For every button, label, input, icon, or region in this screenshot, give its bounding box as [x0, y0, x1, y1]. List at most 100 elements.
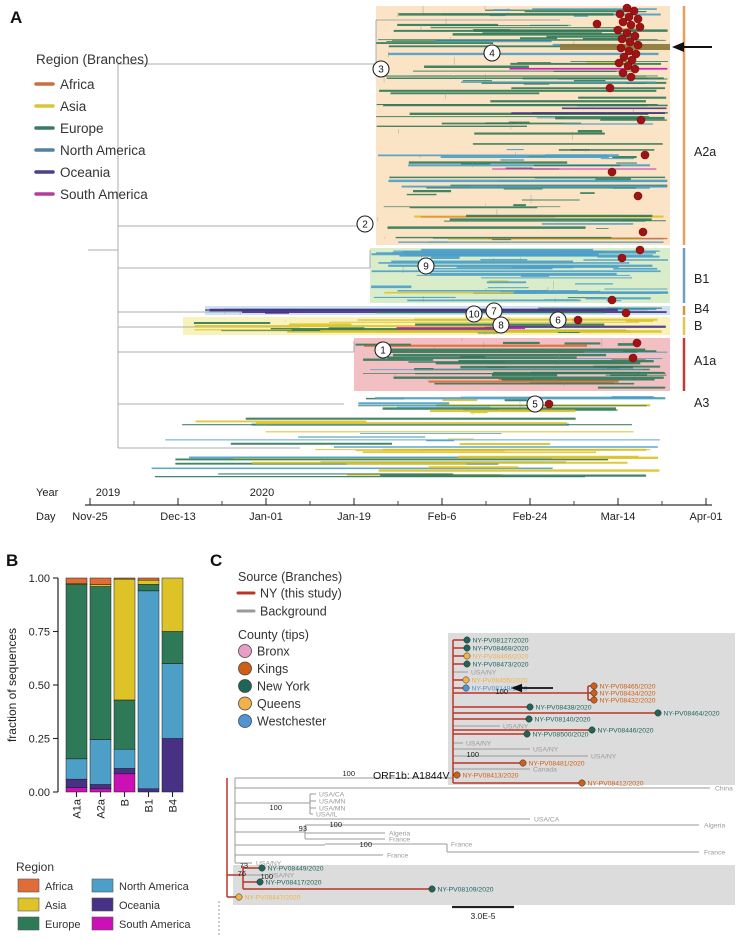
axis-year-label: 2020 [250, 487, 274, 499]
clade-label-B: B [694, 319, 702, 333]
numbered-node-circle [374, 341, 392, 359]
tip-dot-westchester [462, 684, 470, 692]
red-sample-dot [617, 253, 627, 263]
panel-a-letter: A [10, 8, 23, 27]
bootstrap-value: 100 [466, 750, 479, 759]
bootstrap-value: 100 [269, 803, 282, 812]
tree-tip-label: NY-PV08413/2020 [463, 772, 519, 779]
bootstrap-value: 100 [495, 687, 508, 696]
tip-dot-kings [590, 682, 598, 690]
legend-item-label: North America [119, 881, 190, 893]
scale-bar-label: 3.0E-5 [470, 911, 495, 921]
numbered-node-circle [372, 60, 390, 78]
red-sample-dot [573, 315, 583, 325]
x-axis-category-label: A1a [71, 798, 83, 818]
numbered-node-circle [356, 215, 374, 233]
tip-dot-kings [590, 696, 598, 704]
red-sample-dot [624, 12, 634, 22]
tree-tip-label: NY-PV08449/2020 [268, 865, 324, 872]
red-sample-dot [640, 150, 650, 160]
phylogenetic-tree-panel-a: A2a B1 B4 B A1a A3 3 4 2 9 10 78 6 1 5 Nov-25 Dec-13 Jan-… [34, 3, 723, 523]
red-sample-dot [626, 20, 636, 30]
phylogenetic-tree-panel-c: Source (Branches) NY (this study) Backgrou… [218, 570, 735, 937]
tree-tip-label: NY-PV08432/2020 [600, 697, 656, 704]
legend-item-label: Bronx [257, 645, 290, 659]
bootstrap-value: 100 [329, 820, 342, 829]
tip-dot-kings [578, 779, 586, 787]
legend-item-label: Europe [60, 121, 104, 136]
red-sample-dot [638, 227, 648, 237]
tree-tip-label: NY-PV08434/2020 [600, 690, 656, 697]
legend-swatch-bronx [238, 644, 252, 658]
tip-dot-queens [235, 893, 243, 901]
bar-segment-A1a-oceania [65, 778, 88, 788]
red-sample-dot [627, 55, 637, 65]
tree-tip-label: NY-PV08438/2020 [536, 704, 592, 711]
red-sample-dot [615, 9, 625, 19]
tree-tip-label: Algeria [704, 822, 725, 829]
legend-item-label: South America [119, 919, 191, 931]
tip-dot-kings [519, 759, 527, 767]
tip-dot-new-york [526, 703, 534, 711]
tree-tip-label: Canada [533, 766, 557, 773]
bar-segment-A2a-north-america [89, 739, 112, 785]
tree-tip-label: USA/NY [503, 723, 529, 730]
bar-segment-B4-north-america [161, 663, 184, 739]
tree-tip-label: NY-PV08149/2020 [472, 685, 528, 692]
red-sample-dot [631, 49, 641, 59]
legend-swatch-africa [17, 878, 40, 893]
tree-tip-label: USA/MN [319, 805, 346, 812]
red-sample-dot [617, 34, 627, 44]
red-sample-dot [613, 25, 623, 35]
clade-label-B1: B1 [694, 272, 709, 286]
legend-item-label: Africa [45, 881, 74, 893]
red-sample-dot [628, 353, 638, 363]
bar-segment-A2a-asia [89, 584, 112, 587]
red-sample-dot [630, 31, 640, 41]
legend-item-label: NY (this study) [260, 587, 342, 601]
bar-segment-B-north-america [113, 748, 136, 769]
tip-dot-kings [590, 689, 598, 697]
y-axis-tick-label: 0.75 [29, 627, 50, 639]
tree-tip-label: France [389, 836, 410, 843]
panel-b-legend-title: Region [16, 860, 54, 874]
numbered-node-label: 1 [380, 346, 386, 357]
tip-dot-kings [453, 771, 461, 779]
bar-segment-A2a-europe [89, 586, 112, 740]
clade-label-A3: A3 [694, 396, 709, 410]
bar-segment-A1a-north-america [65, 758, 88, 780]
legend-item-label: Oceania [119, 900, 161, 912]
y-axis-tick-label: 0.25 [29, 734, 50, 746]
clade-label-A2a: A2a [694, 145, 716, 159]
tree-tip-label: NY-PV08447/2020 [245, 894, 301, 901]
tree-tip-label: NY-PV08469/2020 [473, 645, 529, 652]
numbered-node-circle [483, 44, 501, 62]
tree-tip-label: NY-PV08500/2020 [533, 731, 589, 738]
bootstrap-value: 100 [359, 840, 372, 849]
mutation-annotation: ORF1b: A1844V [373, 770, 449, 782]
numbered-node-circle [492, 316, 510, 334]
red-sample-dot [636, 115, 646, 125]
legend-item-label: Oceania [60, 165, 111, 180]
tree-tip-label: NY-PV08127/2020 [473, 637, 529, 644]
red-sample-dot [544, 399, 554, 409]
numbered-node-label: 5 [532, 400, 538, 411]
tree-tip-label: USA/MN [319, 798, 346, 805]
legend-swatch-north-america [91, 878, 114, 893]
tree-tip-label: USA/NY [269, 872, 295, 879]
numbered-node-circle [485, 302, 503, 320]
tip-dot-new-york [654, 709, 662, 717]
bar-segment-B-oceania [113, 768, 136, 775]
red-sample-dot [633, 191, 643, 201]
red-sample-dot [630, 64, 640, 74]
legend-swatch-oceania [91, 897, 114, 912]
tree-tip-label: France [387, 852, 408, 859]
legend-swatch-asia [17, 897, 40, 912]
numbered-node-label: 6 [555, 316, 561, 327]
tree-tip-label: NY-PV08481/2020 [529, 760, 585, 767]
y-axis-tick-label: 0.00 [29, 787, 50, 799]
legend-item-label: North America [60, 143, 146, 158]
tree-tip-label: NY-PV08473/2020 [473, 661, 529, 668]
tip-dot-new-york [463, 660, 471, 668]
